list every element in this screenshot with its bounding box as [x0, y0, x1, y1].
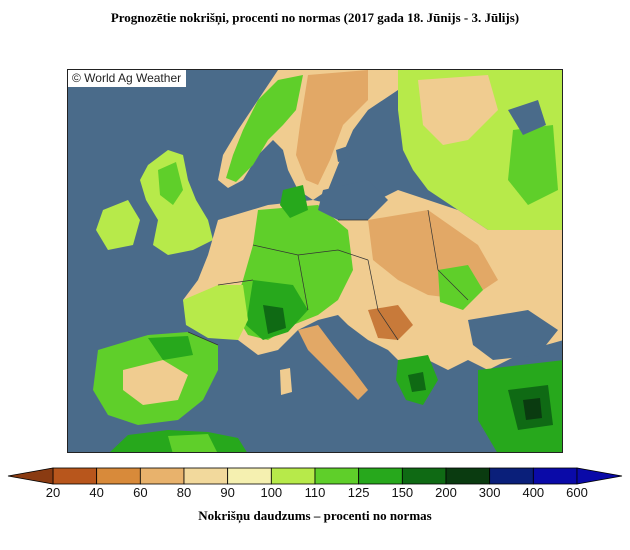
- legend-cell: [227, 467, 272, 485]
- legend-cell: [270, 467, 316, 485]
- legend-cell: [532, 467, 578, 485]
- norway-wet-zone: [226, 75, 303, 182]
- legend-tick-label: 80: [176, 485, 192, 500]
- map-svg: [68, 70, 562, 452]
- legend-cell: [52, 467, 98, 485]
- iberia-wet-zone: [148, 336, 193, 360]
- legend-left-arrow: [7, 467, 54, 485]
- page-title: Prognozētie nokrišņi, procenti no normas…: [110, 10, 520, 25]
- italy-land: [298, 325, 368, 400]
- black-sea: [468, 310, 558, 360]
- uk-wet-zone: [158, 162, 183, 205]
- legend-cell: [445, 467, 491, 485]
- legend-label: Nokrišņu daudzums – procenti no normas: [198, 508, 432, 523]
- sardinia-land: [280, 368, 292, 395]
- legend-cell: [183, 467, 229, 485]
- legend-cells: [52, 467, 578, 485]
- alps-extreme-wet-zone: [263, 305, 286, 334]
- legend-tick-label: 600: [566, 485, 588, 500]
- russia-wet-zone: [508, 125, 558, 205]
- map-credit: © World Ag Weather: [68, 70, 187, 87]
- france-west-land: [183, 285, 248, 340]
- legend-tick-label: 150: [391, 485, 414, 500]
- legend-right-arrow: [576, 467, 623, 485]
- legend-tick-label: 100: [260, 485, 283, 500]
- legend-tick-label: 20: [45, 485, 61, 500]
- legend-tick-label: 110: [304, 485, 326, 500]
- legend-cell: [401, 467, 447, 485]
- ireland-land: [96, 200, 140, 250]
- norway-dry-zone: [296, 70, 368, 185]
- balkans-very-dry-zone: [368, 305, 413, 340]
- legend-tick-label: 400: [522, 485, 545, 500]
- legend-cell: [358, 467, 403, 485]
- ukraine-wet-zone: [438, 265, 483, 310]
- iberia-dry-zone: [123, 360, 188, 405]
- turkey-deep-wet-zone: [523, 398, 542, 420]
- sweden-lake: [336, 146, 350, 162]
- north-africa-wet-zone: [168, 434, 217, 452]
- legend-cell: [139, 467, 185, 485]
- legend-tick-label: 60: [133, 485, 148, 500]
- denmark-land: [280, 185, 308, 218]
- legend-cell: [314, 467, 360, 485]
- legend-tick-label: 40: [89, 485, 104, 500]
- legend-cell: [96, 467, 141, 485]
- finland-dry-zone: [418, 75, 498, 145]
- legend-colorbar: [7, 467, 623, 485]
- legend-tick-label: 200: [435, 485, 457, 500]
- legend-tick-label: 300: [478, 485, 501, 500]
- uk-land: [140, 150, 213, 255]
- baltic-sea: [318, 180, 388, 220]
- russia-lake: [508, 100, 546, 135]
- legend-tick-label: 125: [347, 485, 370, 500]
- legend-tick-label: 90: [220, 485, 235, 500]
- legend-cell: [489, 467, 534, 485]
- precipitation-map[interactable]: [67, 69, 563, 453]
- country-borders: [187, 209, 469, 346]
- greece-extreme-wet-zone: [408, 372, 426, 392]
